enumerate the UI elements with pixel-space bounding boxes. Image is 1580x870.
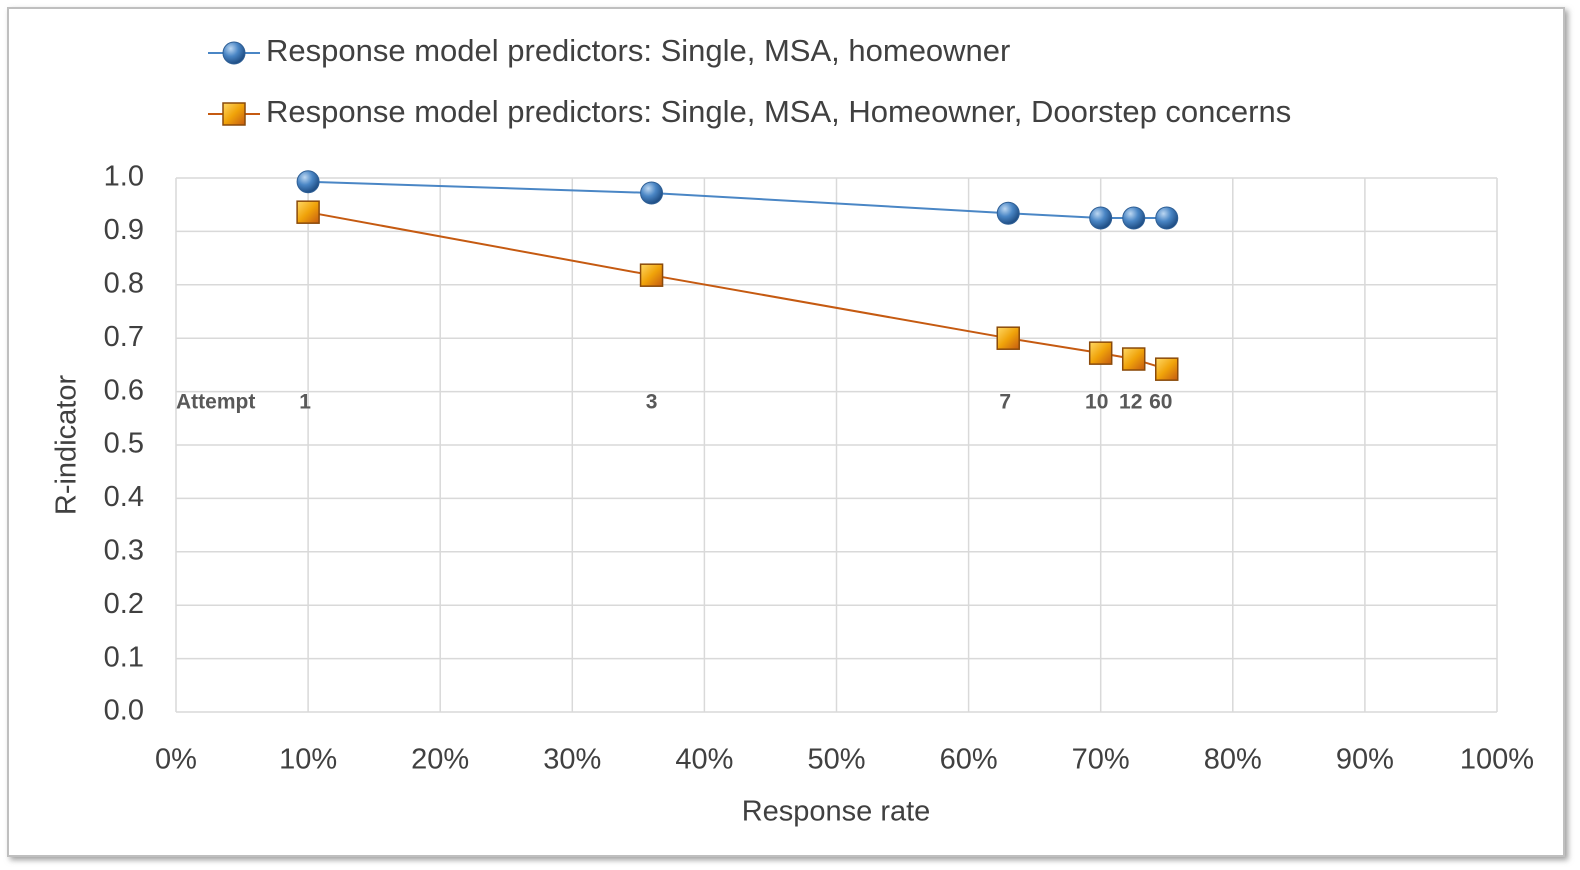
data-point	[1155, 206, 1179, 230]
x-tick-label: 40%	[675, 744, 733, 776]
y-tick-label: 0.3	[104, 534, 144, 566]
point-label: 3	[646, 391, 658, 414]
point-label: 7	[999, 391, 1011, 414]
data-point	[1088, 341, 1113, 365]
legend-marker	[222, 102, 246, 126]
legend-label: Response model predictors: Single, MSA, …	[266, 94, 1291, 129]
x-tick-label: 30%	[543, 744, 601, 776]
point-label: 1	[299, 391, 311, 414]
x-tick-label: 60%	[940, 744, 998, 776]
x-tick-label: 80%	[1204, 744, 1262, 776]
x-tick-label: 70%	[1072, 744, 1130, 776]
x-tick-label: 90%	[1336, 744, 1394, 776]
x-tick-label: 20%	[411, 744, 469, 776]
data-point	[639, 263, 664, 287]
data-point	[1089, 206, 1113, 230]
annotation: Attempt	[176, 391, 255, 414]
y-tick-label: 0.1	[104, 641, 144, 673]
data-point	[296, 170, 320, 194]
legend-marker	[222, 41, 246, 65]
data-point	[1122, 206, 1146, 230]
y-tick-label: 0.7	[104, 321, 144, 353]
y-tick-label: 0.9	[104, 214, 144, 246]
x-axis-title: Response rate	[742, 796, 931, 828]
data-point	[640, 181, 664, 205]
y-tick-label: 0.6	[104, 374, 144, 406]
data-point	[296, 200, 320, 224]
point-label: 60	[1149, 391, 1172, 414]
y-tick-label: 0.8	[104, 267, 144, 299]
data-point	[996, 326, 1020, 350]
y-tick-label: 0.4	[104, 481, 144, 513]
y-tick-label: 0.2	[104, 588, 144, 620]
data-point	[996, 201, 1020, 225]
x-tick-label: 50%	[807, 744, 865, 776]
point-label: 12	[1119, 391, 1142, 414]
x-tick-label: 0%	[155, 744, 197, 776]
y-axis-title: R-indicator	[51, 375, 83, 516]
legend-label: Response model predictors: Single, MSA, …	[266, 33, 1010, 68]
y-tick-label: 0.5	[104, 428, 144, 460]
data-point	[1155, 357, 1179, 381]
chart-frame	[7, 7, 1565, 857]
y-tick-label: 0.0	[104, 695, 144, 727]
x-tick-label: 10%	[279, 744, 337, 776]
point-label: 10	[1085, 391, 1108, 414]
x-tick-label: 100%	[1460, 744, 1534, 776]
data-point	[1121, 347, 1146, 371]
y-tick-label: 1.0	[104, 161, 144, 193]
